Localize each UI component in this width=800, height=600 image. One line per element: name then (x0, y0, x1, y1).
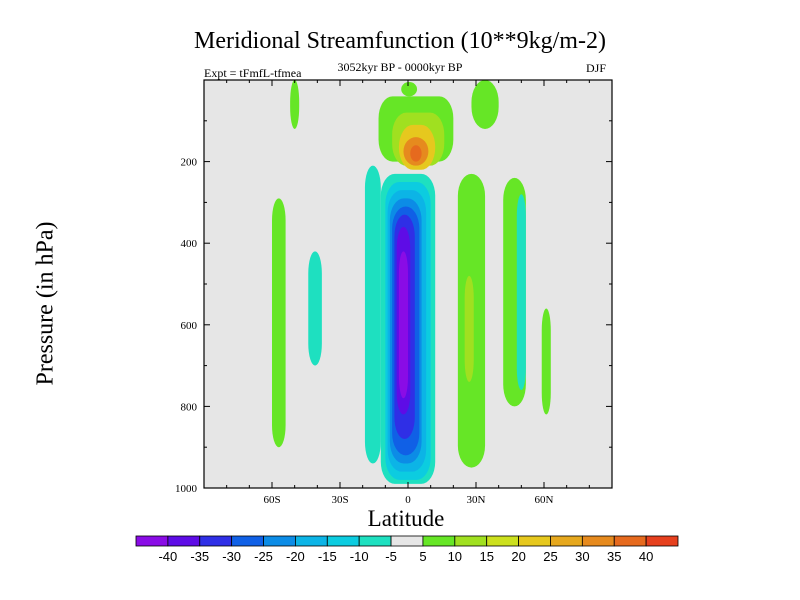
contour-region (516, 194, 526, 391)
colorbar-label: -5 (385, 549, 397, 564)
colorbar-label: 40 (639, 549, 653, 564)
y-axis: 200 400 600 800 1000 (175, 120, 612, 495)
colorbar-label: -30 (222, 549, 241, 564)
contour-region (398, 251, 408, 399)
colorbar-swatch (390, 535, 424, 547)
colorbar-label: -35 (190, 549, 209, 564)
colorbar-swatch (358, 535, 392, 547)
colorbar-swatch (326, 535, 360, 547)
contour-regions (272, 80, 551, 484)
time-range-label: 3052kyr BP - 0000kyr BP (337, 60, 463, 74)
colorbar-label: 25 (543, 549, 557, 564)
colorbar-label: -40 (158, 549, 177, 564)
colorbar-swatch (518, 535, 551, 547)
colorbar-swatch (581, 535, 615, 547)
colorbar-label: -25 (254, 549, 273, 564)
x-tick-label: 30S (331, 494, 348, 506)
colorbar: -40 -35 -30 -25 -20 -15 -10 -5 5 10 15 20 25 30 35 40 (135, 535, 679, 564)
contour-region (464, 275, 474, 382)
colorbar-label: -10 (350, 549, 369, 564)
colorbar-label: 15 (479, 549, 493, 564)
x-tick-label: 0 (405, 494, 411, 506)
colorbar-swatch (231, 535, 264, 547)
colorbar-swatch (422, 535, 456, 547)
colorbar-swatch (454, 535, 488, 547)
x-tick-label: 60S (263, 494, 280, 506)
y-tick-label: 600 (181, 320, 198, 332)
x-tick-label: 30N (467, 494, 486, 506)
y-axis-label: Pressure (in hPa) (32, 221, 59, 386)
experiment-label: Expt = tFmfL-tfmea (204, 66, 302, 80)
colorbar-swatch (613, 535, 647, 547)
contour-region (272, 198, 286, 448)
colorbar-swatch (645, 535, 679, 547)
colorbar-label: -20 (286, 549, 305, 564)
colorbar-swatch (167, 535, 201, 547)
contour-region (410, 145, 422, 162)
x-axis-label: Latitude (367, 506, 445, 531)
contour-region (364, 165, 381, 464)
contour-region (308, 251, 322, 366)
colorbar-label: 5 (419, 549, 426, 564)
y-tick-label: 800 (181, 401, 198, 413)
y-tick-label: 400 (181, 238, 198, 250)
x-axis: 60S 30S 0 30N 60N (226, 80, 590, 506)
colorbar-swatch (199, 535, 233, 547)
colorbar-swatch (550, 535, 583, 547)
contour-region (471, 80, 499, 129)
colorbar-label: 35 (607, 549, 621, 564)
chart-title: Meridional Streamfunction (10**9kg/m-2) (194, 28, 606, 54)
colorbar-swatch (486, 535, 519, 547)
season-label: DJF (586, 61, 607, 75)
colorbar-label: 20 (511, 549, 525, 564)
contour-region (541, 308, 551, 415)
colorbar-swatch (263, 535, 296, 547)
y-tick-label: 200 (181, 157, 198, 169)
contour-region (401, 82, 418, 97)
colorbar-label: 30 (575, 549, 589, 564)
colorbar-label: 10 (448, 549, 462, 564)
colorbar-swatch (135, 535, 169, 547)
colorbar-swatch (295, 535, 328, 547)
contour-region (290, 80, 300, 129)
y-tick-label: 1000 (175, 483, 198, 495)
colorbar-label: -15 (318, 549, 337, 564)
x-tick-label: 60N (535, 494, 554, 506)
